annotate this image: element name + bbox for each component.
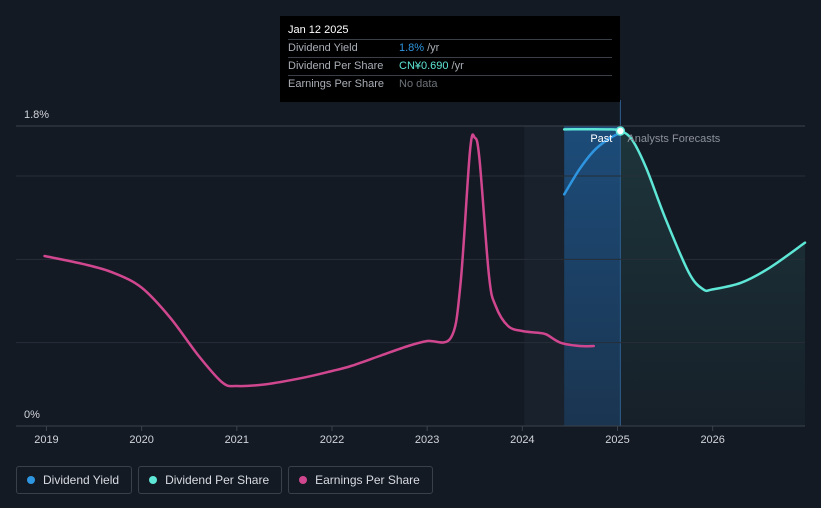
tooltip-value: CN¥0.690: [399, 60, 449, 72]
legend-dot-icon: [27, 476, 35, 484]
earnings-per-share-line: [43, 133, 595, 388]
tooltip-row-dividend-yield: Dividend Yield 1.8% /yr: [288, 39, 612, 57]
x-tick-label: 2024: [510, 434, 534, 446]
x-tick-label: 2019: [34, 434, 58, 446]
x-tick-label: 2026: [700, 434, 724, 446]
tooltip-unit: /yr: [427, 42, 440, 54]
today-marker: [615, 126, 626, 136]
legend-dot-icon: [149, 476, 158, 484]
y-tick-label: 0%: [24, 409, 40, 421]
tooltip-row-dividend-per-share: Dividend Per Share CN¥0.690 /yr: [288, 57, 612, 75]
legend: Dividend Yield Dividend Per Share Earnin…: [16, 466, 433, 494]
x-tick-label: 2025: [605, 434, 629, 446]
tooltip-unit: /yr: [451, 60, 464, 72]
legend-label: Earnings Per Share: [315, 473, 420, 487]
legend-item-dividend-per-share[interactable]: Dividend Per Share: [138, 466, 283, 494]
tooltip-value: No data: [399, 78, 438, 90]
past-label: Past: [590, 133, 612, 145]
legend-label: Dividend Per Share: [165, 473, 270, 487]
forecast-area: [620, 131, 805, 426]
tooltip-label: Dividend Yield: [288, 42, 358, 54]
legend-item-dividend-yield[interactable]: Dividend Yield: [16, 466, 133, 494]
tooltip-value: 1.8%: [399, 42, 425, 54]
dividend-yield-area: [564, 126, 621, 426]
legend-label: Dividend Yield: [43, 473, 120, 487]
legend-item-earnings-per-share[interactable]: Earnings Per Share: [288, 466, 433, 494]
tooltip: Jan 12 2025 Dividend Yield 1.8% /yr Divi…: [280, 16, 620, 102]
y-tick-label: 1.8%: [24, 109, 49, 121]
x-tick-label: 2022: [320, 434, 344, 446]
dividend-yield-line: [562, 131, 622, 196]
x-tick-label: 2020: [129, 434, 153, 446]
tooltip-date: Jan 12 2025: [288, 24, 349, 36]
forecast-label: Analysts Forecasts: [627, 133, 720, 145]
x-tick-label: 2023: [415, 434, 439, 446]
tooltip-row-earnings-per-share: Earnings Per Share No data: [288, 75, 612, 93]
x-tick-label: 2021: [225, 434, 249, 446]
tooltip-label: Dividend Per Share: [288, 60, 384, 72]
legend-dot-icon: [299, 476, 308, 484]
tooltip-label: Earnings Per Share: [288, 78, 384, 90]
